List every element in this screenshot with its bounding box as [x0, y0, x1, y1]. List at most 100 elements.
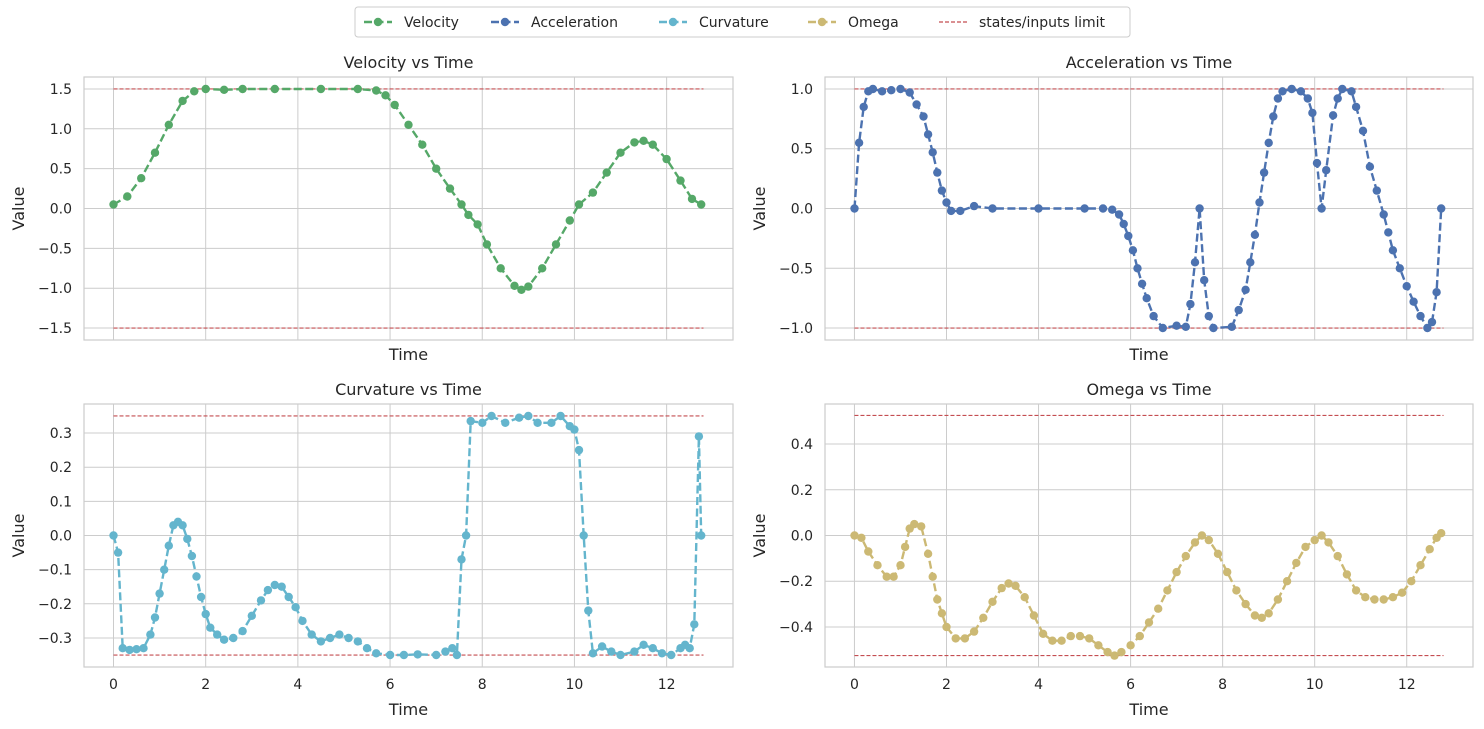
curvature-data-point	[146, 630, 155, 639]
acceleration-data-point	[1124, 231, 1133, 241]
acceleration-data-point	[1142, 294, 1151, 303]
acceleration-data-point	[1395, 264, 1405, 273]
curvature-data-point	[441, 647, 450, 656]
acceleration-data-point	[1186, 299, 1195, 309]
omega-data-point	[1282, 577, 1292, 586]
velocity-data-point	[630, 138, 639, 147]
curvature-y-tick-label: −0.1	[38, 563, 72, 579]
acceleration-data-point	[1181, 322, 1191, 331]
omega-data-point	[1029, 611, 1039, 620]
acceleration-y-tick-label: −0.5	[779, 261, 813, 277]
omega-data-point	[951, 634, 960, 643]
omega-data-point	[988, 597, 997, 606]
acceleration-data-point	[919, 112, 928, 121]
legend-label-acceleration: Acceleration	[531, 15, 618, 31]
acceleration-panel: −1.0 −0.5 0.0 0.5 1.0 Time Value Acceleration v…	[750, 53, 1474, 364]
acceleration-chart-title: Acceleration vs Time	[1066, 53, 1233, 72]
curvature-y-tick-label: 0.1	[50, 494, 72, 510]
omega-x-tick-label: 10	[1306, 677, 1324, 693]
curvature-data-point	[160, 565, 169, 574]
omega-data-point	[1085, 634, 1094, 643]
omega-y-tick-label: 0.0	[791, 529, 813, 545]
velocity-data-point	[662, 154, 671, 164]
omega-data-point	[1213, 549, 1223, 558]
velocity-data-point	[538, 264, 547, 273]
acceleration-data-point	[988, 204, 997, 213]
omega-data-point	[1342, 570, 1352, 579]
velocity-data-point	[150, 148, 160, 157]
curvature-data-point	[457, 555, 466, 564]
acceleration-data-point	[1119, 219, 1128, 229]
curvature-data-point	[685, 644, 694, 653]
omega-data-point	[1223, 567, 1232, 577]
omega-data-point	[1397, 588, 1407, 597]
omega-data-point	[1020, 593, 1029, 602]
omega-y-tick-label: −0.2	[779, 574, 813, 590]
omega-data-point	[928, 572, 937, 581]
omega-data-point	[937, 609, 947, 618]
acceleration-data-point	[1322, 166, 1331, 175]
curvature-x-tick-label: 12	[658, 677, 676, 693]
curvature-x-tick-label: 2	[201, 677, 210, 693]
acceleration-data-point	[933, 168, 942, 177]
curvature-data-point	[556, 411, 565, 421]
omega-data-point	[910, 519, 919, 529]
acceleration-data-point	[1308, 108, 1317, 118]
omega-data-point	[1301, 542, 1310, 552]
acceleration-data-point	[887, 86, 896, 95]
curvature-data-point	[690, 620, 699, 629]
curvature-data-point	[448, 644, 457, 653]
curvature-axes-frame	[83, 403, 734, 668]
omega-chart-title: Omega vs Time	[1086, 380, 1211, 399]
omega-data-point	[1264, 609, 1273, 618]
curvature-data-point	[667, 650, 676, 660]
curvature-data-point	[291, 603, 300, 612]
acceleration-data-point	[1269, 112, 1278, 121]
omega-x-tick-label: 8	[1218, 677, 1227, 693]
omega-data-point	[1181, 551, 1191, 561]
velocity-y-tick-label: 1.0	[50, 122, 72, 138]
curvature-data-point	[196, 592, 206, 602]
curvature-data-point	[466, 416, 475, 426]
curvature-x-axis-label: Time	[388, 700, 428, 719]
velocity-panel: −1.5 −1.0 −0.5 0.0 0.5 1.0 1.5 Time Value Velocit…	[9, 53, 734, 364]
curvature-data-point	[570, 425, 579, 434]
curvature-data-point	[284, 592, 293, 602]
velocity-data-point	[123, 192, 132, 201]
omega-data-point	[1407, 577, 1416, 586]
curvature-x-tick-label: 6	[386, 677, 395, 693]
omega-data-point	[1250, 611, 1260, 620]
curvature-data-point	[213, 630, 222, 639]
curvature-data-point	[372, 649, 381, 658]
acceleration-data-point	[1137, 279, 1147, 288]
omega-x-tick-label: 0	[850, 677, 859, 693]
acceleration-data-point	[1114, 210, 1124, 219]
acceleration-data-point	[1273, 94, 1283, 103]
omega-data-point	[1204, 535, 1214, 545]
omega-data-point	[873, 561, 882, 570]
velocity-data-point	[496, 264, 505, 273]
curvature-data-point	[588, 649, 598, 658]
acceleration-data-point	[1259, 168, 1269, 177]
curvature-data-point	[178, 521, 187, 530]
acceleration-data-point	[1264, 138, 1273, 147]
curvature-data-point	[579, 531, 588, 540]
curvature-y-tick-label: −0.3	[38, 631, 72, 647]
velocity-data-point	[164, 120, 173, 129]
acceleration-data-point	[850, 204, 859, 213]
omega-data-point	[1388, 593, 1398, 602]
omega-data-point	[1163, 586, 1172, 595]
curvature-data-point	[325, 633, 335, 643]
curvature-data-point	[487, 411, 496, 421]
acceleration-data-point	[923, 130, 933, 139]
curvature-data-point	[298, 616, 307, 626]
velocity-data-point	[178, 96, 187, 106]
velocity-chart-title: Velocity vs Time	[344, 53, 474, 72]
omega-data-point	[1135, 631, 1145, 641]
acceleration-data-point	[928, 148, 937, 157]
acceleration-data-point	[1409, 297, 1418, 306]
velocity-data-point	[418, 140, 427, 149]
velocity-data-point	[697, 200, 706, 209]
velocity-data-point	[201, 84, 210, 94]
omega-y-tick-label: 0.4	[791, 437, 813, 453]
